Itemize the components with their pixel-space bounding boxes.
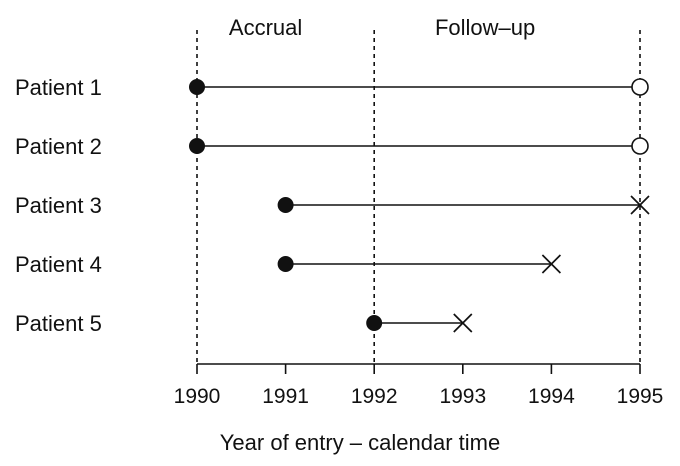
- entry-marker: [277, 256, 294, 272]
- patient-rows: Patient 1 Patient 2 Patient 3 Patient 4 Pati…: [15, 75, 650, 336]
- x-axis-label: Year of entry – calendar time: [220, 430, 500, 455]
- censored-marker: [631, 137, 649, 155]
- event-marker-stroke: [453, 313, 473, 333]
- patient-label: Patient 4: [15, 252, 102, 277]
- entry-marker: [189, 79, 205, 95]
- event-marker: [630, 195, 650, 215]
- x-tick-label: 1992: [351, 385, 398, 408]
- x-tick-label: 1995: [617, 385, 664, 408]
- reference-lines: [196, 30, 641, 364]
- patient-label: Patient 5: [15, 311, 102, 336]
- entry-marker: [189, 138, 205, 154]
- entry-marker: [366, 315, 383, 331]
- event-marker-stroke: [541, 254, 562, 274]
- x-tick-label: 1993: [439, 385, 486, 408]
- event-marker: [541, 254, 562, 274]
- x-axis: 1990 1991 1992 1993 1994 1995: [174, 363, 664, 408]
- patient-row: Patient 2: [15, 134, 649, 159]
- patient-row: Patient 3: [15, 193, 650, 218]
- censored-marker: [631, 78, 649, 96]
- period-label-follow-up: Follow–up: [435, 15, 535, 40]
- event-marker-stroke: [630, 195, 650, 215]
- x-tick-label: 1991: [262, 385, 309, 408]
- period-labels: Accrual Follow–up: [229, 15, 535, 40]
- patient-row: Patient 5: [15, 311, 473, 336]
- patient-label: Patient 1: [15, 75, 102, 100]
- event-marker: [453, 313, 473, 333]
- period-label-accrual: Accrual: [229, 15, 302, 40]
- patient-row: Patient 1: [15, 75, 649, 100]
- x-tick-label: 1994: [528, 385, 575, 408]
- entry-marker: [277, 197, 294, 213]
- patient-row: Patient 4: [15, 252, 562, 277]
- patient-label: Patient 3: [15, 193, 102, 218]
- x-tick-label: 1990: [174, 385, 221, 408]
- patient-label: Patient 2: [15, 134, 102, 159]
